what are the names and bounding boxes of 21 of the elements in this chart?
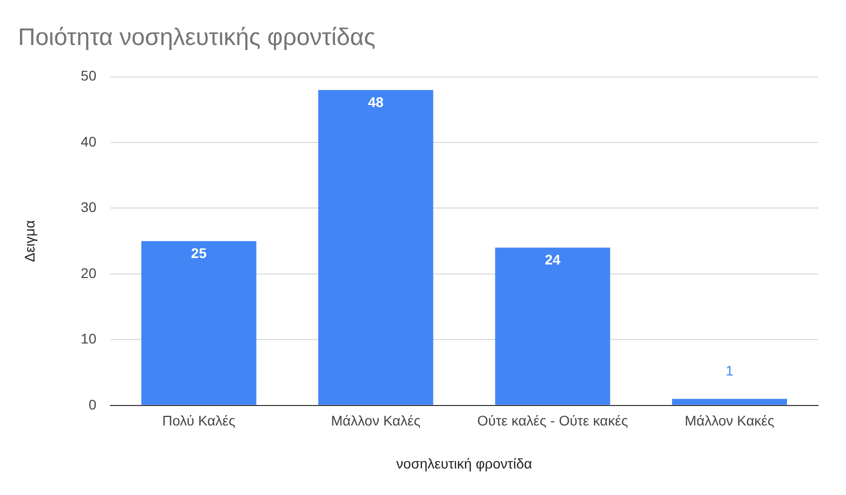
chart-title: Ποιότητα νοσηλευτικής φροντίδας bbox=[18, 24, 376, 52]
x-tick-label: Μάλλον Κακές bbox=[684, 412, 775, 429]
data-label: 48 bbox=[368, 94, 384, 110]
y-tick-label: 30 bbox=[80, 199, 97, 216]
y-tick-label: 0 bbox=[88, 396, 97, 412]
x-tick-label: Ούτε καλές - Ούτε κακές bbox=[477, 412, 628, 429]
data-label: 24 bbox=[544, 252, 561, 268]
y-tick-label: 10 bbox=[80, 330, 97, 347]
y-tick-label: 50 bbox=[80, 68, 97, 84]
data-label: 25 bbox=[191, 244, 207, 261]
bar bbox=[141, 241, 256, 405]
x-axis-title: νοσηλευτική φροντίδα bbox=[396, 455, 532, 472]
x-tick-label: Πολύ Καλές bbox=[162, 412, 236, 429]
bar bbox=[318, 90, 434, 405]
y-axis-title: Δειγμα bbox=[21, 220, 38, 262]
bar bbox=[672, 398, 788, 405]
bar bbox=[495, 248, 610, 405]
data-label: 1 bbox=[726, 362, 734, 379]
x-tick-label: Μάλλον Καλές bbox=[331, 412, 421, 429]
y-tick-label: 40 bbox=[80, 133, 97, 150]
y-tick-label: 20 bbox=[80, 264, 97, 281]
